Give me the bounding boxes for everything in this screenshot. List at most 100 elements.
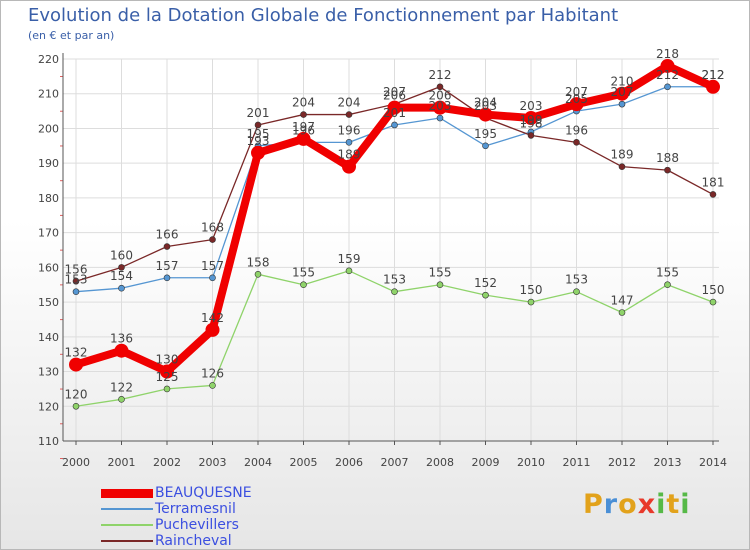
data-point-puchevillers <box>254 271 262 278</box>
data-label-puchevillers: 158 <box>247 255 270 269</box>
data-point-raincheval <box>618 163 626 170</box>
data-label-raincheval: 204 <box>292 96 315 110</box>
data-label-raincheval: 189 <box>611 148 634 162</box>
data-point-raincheval <box>664 166 671 174</box>
data-label-puchevillers: 155 <box>656 266 679 280</box>
logo-letter: t <box>666 489 681 520</box>
data-label-raincheval: 203 <box>474 99 497 113</box>
y-tick-label: 190 <box>38 157 59 170</box>
data-point-beauquesne <box>524 111 538 126</box>
data-label-beauquesne: 193 <box>247 134 270 148</box>
x-tick-label: 2009 <box>472 456 500 469</box>
data-label-raincheval: 196 <box>565 123 588 137</box>
data-label-puchevillers: 126 <box>201 366 224 380</box>
data-point-puchevillers <box>72 402 80 410</box>
data-label-puchevillers: 147 <box>611 294 634 308</box>
legend-swatch-raincheval <box>101 540 153 542</box>
data-point-terramesnil <box>345 139 353 146</box>
data-point-beauquesne <box>387 100 402 115</box>
data-point-raincheval <box>118 264 125 271</box>
data-point-beauquesne <box>205 322 220 337</box>
data-point-terramesnil <box>209 274 216 282</box>
data-label-puchevillers: 120 <box>65 387 88 401</box>
data-point-beauquesne <box>296 131 311 146</box>
data-label-beauquesne: 136 <box>110 332 133 346</box>
data-label-beauquesne: 207 <box>565 85 588 99</box>
data-point-puchevillers <box>618 309 626 316</box>
y-tick-label: 200 <box>38 122 59 135</box>
data-label-terramesnil: 154 <box>110 269 133 283</box>
data-label-terramesnil: 153 <box>65 273 88 287</box>
legend-label-terramesnil: Terramesnil <box>155 501 236 517</box>
x-tick-label: 2000 <box>62 456 90 469</box>
logo-letter: i <box>656 489 667 520</box>
data-point-terramesnil <box>118 284 125 292</box>
data-label-beauquesne: 189 <box>338 148 361 162</box>
data-point-puchevillers <box>664 281 671 289</box>
y-tick-label: 180 <box>38 192 59 205</box>
data-label-puchevillers: 122 <box>110 380 133 394</box>
data-label-terramesnil: 201 <box>383 106 406 120</box>
y-tick-label: 170 <box>38 227 59 240</box>
y-tick-label: 210 <box>38 88 59 101</box>
y-tick-label: 140 <box>38 331 59 344</box>
chart-title: Evolution de la Dotation Globale de Fonc… <box>28 5 619 26</box>
x-tick-label: 2004 <box>244 456 272 469</box>
data-label-puchevillers: 159 <box>338 252 361 266</box>
x-tick-label: 2001 <box>108 456 136 469</box>
data-point-puchevillers <box>482 291 489 299</box>
data-point-beauquesne <box>433 100 447 115</box>
data-label-raincheval: 198 <box>520 116 543 130</box>
x-tick-label: 2008 <box>426 456 454 469</box>
data-point-beauquesne <box>660 58 675 73</box>
data-point-beauquesne <box>69 357 83 372</box>
data-point-beauquesne <box>342 159 356 174</box>
data-label-raincheval: 166 <box>156 228 179 242</box>
data-label-terramesnil: 212 <box>702 68 725 82</box>
data-point-beauquesne <box>114 343 129 358</box>
data-point-puchevillers <box>709 298 717 306</box>
data-point-raincheval <box>573 139 580 146</box>
data-point-puchevillers <box>300 281 307 289</box>
chart-subtitle: (en € et par an) <box>28 29 115 42</box>
legend-label-puchevillers: Puchevillers <box>155 517 239 533</box>
data-point-beauquesne <box>706 79 720 94</box>
data-point-puchevillers <box>209 382 216 389</box>
data-label-beauquesne: 132 <box>65 346 88 360</box>
data-point-beauquesne <box>478 107 493 122</box>
x-tick-label: 2010 <box>517 456 545 469</box>
data-point-raincheval <box>709 191 717 198</box>
data-label-terramesnil: 203 <box>429 99 452 113</box>
data-label-raincheval: 188 <box>656 151 679 165</box>
data-label-beauquesne: 210 <box>611 75 634 89</box>
data-label-beauquesne: 218 <box>656 47 679 61</box>
data-label-terramesnil: 212 <box>656 68 679 82</box>
x-tick-label: 2014 <box>699 456 727 469</box>
logo-letter: o <box>618 489 638 520</box>
data-label-terramesnil: 207 <box>611 85 634 99</box>
data-label-beauquesne: 142 <box>201 311 224 325</box>
legend-label-beauquesne: BEAUQUESNE <box>155 485 252 501</box>
data-point-puchevillers <box>163 385 171 393</box>
data-label-raincheval: 207 <box>383 85 406 99</box>
data-label-beauquesne: 204 <box>474 96 497 110</box>
data-label-beauquesne: 130 <box>156 353 179 367</box>
data-label-puchevillers: 150 <box>520 283 543 297</box>
data-point-raincheval <box>72 277 80 285</box>
x-tick-label: 2007 <box>381 456 409 469</box>
data-label-raincheval: 160 <box>110 248 133 262</box>
data-point-beauquesne <box>251 145 265 160</box>
data-label-puchevillers: 153 <box>565 273 588 287</box>
data-point-raincheval <box>209 236 216 243</box>
data-point-puchevillers <box>345 267 353 275</box>
data-label-raincheval: 212 <box>429 68 452 82</box>
data-point-raincheval <box>345 111 353 118</box>
logo-letter: i <box>680 489 691 520</box>
data-label-terramesnil: 195 <box>474 127 497 141</box>
data-point-puchevillers <box>436 281 444 289</box>
data-label-puchevillers: 150 <box>702 283 725 297</box>
legend-label-raincheval: Raincheval <box>155 533 232 549</box>
data-label-beauquesne: 206 <box>429 89 452 103</box>
data-label-puchevillers: 155 <box>429 266 452 280</box>
